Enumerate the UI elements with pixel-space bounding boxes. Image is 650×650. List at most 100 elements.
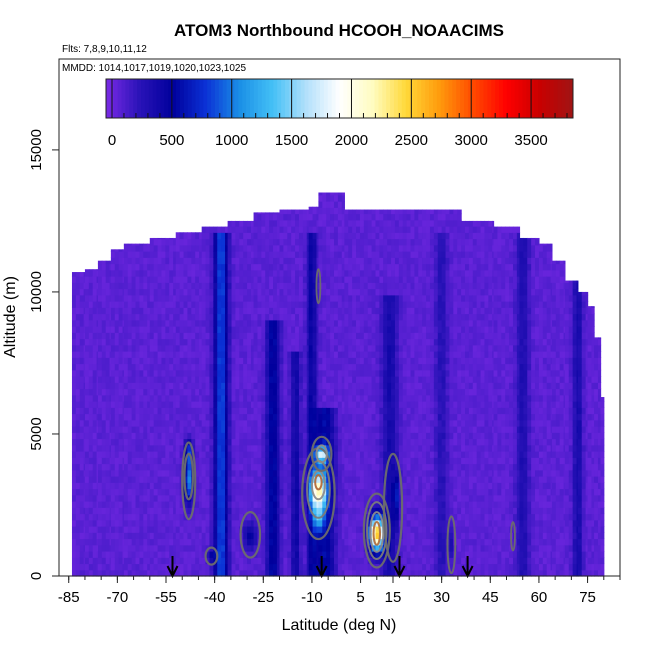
concentration-cell xyxy=(131,557,137,565)
concentration-cell xyxy=(318,369,323,377)
concentration-cell xyxy=(101,513,107,521)
concentration-cell xyxy=(209,557,214,565)
concentration-cell xyxy=(279,363,284,371)
concentration-cell xyxy=(175,501,181,508)
concentration-cell xyxy=(261,326,266,333)
concentration-cell xyxy=(279,438,284,446)
concentration-cell xyxy=(83,376,86,383)
concentration-cell xyxy=(110,263,116,271)
concentration-cell xyxy=(173,357,177,365)
concentration-cell xyxy=(250,494,255,502)
concentration-cell xyxy=(161,526,166,533)
concentration-cell xyxy=(333,438,339,446)
concentration-cell xyxy=(139,463,144,471)
concentration-cell xyxy=(316,451,320,458)
concentration-cell xyxy=(322,438,327,446)
concentration-cell xyxy=(122,319,125,327)
concentration-cell xyxy=(209,338,214,346)
concentration-cell xyxy=(122,301,125,308)
concentration-cell xyxy=(183,438,189,446)
concentration-cell xyxy=(295,382,300,390)
concentration-cell xyxy=(243,388,248,396)
concentration-cell xyxy=(101,344,107,352)
concentration-cell xyxy=(147,301,151,308)
concentration-cell xyxy=(273,526,278,533)
concentration-cell xyxy=(83,519,86,527)
concentration-cell xyxy=(306,301,310,308)
concentration-cell xyxy=(363,444,369,452)
concentration-cell xyxy=(312,344,318,352)
concentration-cell xyxy=(250,226,255,233)
concentration-cell xyxy=(114,463,120,471)
concentration-cell xyxy=(199,376,203,383)
concentration-cell xyxy=(344,276,349,283)
concentration-cell xyxy=(348,213,353,221)
concentration-cell xyxy=(239,463,244,471)
concentration-cell xyxy=(217,407,222,415)
concentration-cell xyxy=(127,426,133,433)
concentration-cell xyxy=(161,344,166,352)
concentration-cell xyxy=(279,209,284,215)
concentration-cell xyxy=(157,532,163,540)
concentration-cell xyxy=(213,269,218,277)
concentration-cell xyxy=(127,263,133,271)
concentration-cell xyxy=(149,357,155,365)
concentration-cell xyxy=(175,476,181,483)
concentration-cell xyxy=(173,538,177,546)
concentration-cell xyxy=(302,569,308,577)
concentration-cell xyxy=(84,463,90,471)
concentration-cell xyxy=(183,388,189,396)
concentration-cell xyxy=(326,451,331,458)
concentration-cell xyxy=(123,319,129,327)
concentration-cell xyxy=(239,269,244,277)
concentration-cell xyxy=(92,569,98,577)
concentration-cell xyxy=(201,388,207,396)
concentration-cell xyxy=(161,326,166,333)
concentration-cell xyxy=(157,563,163,571)
concentration-cell xyxy=(283,209,288,215)
concentration-cell xyxy=(88,319,94,327)
concentration-cell xyxy=(239,557,244,565)
concentration-cell xyxy=(147,351,151,358)
concentration-cell xyxy=(383,457,388,465)
concentration-cell xyxy=(191,263,196,271)
concentration-cell xyxy=(306,451,310,458)
concentration-cell xyxy=(326,207,331,215)
concentration-cell xyxy=(92,388,98,396)
concentration-cell xyxy=(326,251,331,258)
concentration-cell xyxy=(269,432,274,440)
concentration-cell xyxy=(326,444,331,452)
concentration-cell xyxy=(110,313,116,321)
concentration-cell xyxy=(367,232,373,240)
concentration-cell xyxy=(247,457,252,465)
concentration-cell xyxy=(131,344,137,352)
concentration-cell xyxy=(122,257,125,265)
concentration-cell xyxy=(143,319,148,327)
concentration-cell xyxy=(231,220,237,227)
concentration-cell xyxy=(367,444,373,452)
concentration-cell xyxy=(333,288,339,296)
concentration-cell xyxy=(356,307,361,315)
concentration-cell xyxy=(205,338,211,346)
concentration-cell xyxy=(83,301,86,308)
concentration-cell xyxy=(165,326,170,333)
concentration-cell xyxy=(371,213,377,221)
concentration-cell xyxy=(352,376,357,383)
concentration-cell xyxy=(161,251,166,258)
concentration-cell xyxy=(227,469,233,477)
concentration-cell xyxy=(318,357,323,365)
concentration-cell xyxy=(96,501,99,508)
concentration-cell xyxy=(114,357,120,365)
concentration-cell xyxy=(265,319,270,327)
concentration-cell xyxy=(139,482,144,490)
concentration-cell xyxy=(276,357,281,365)
concentration-cell xyxy=(276,294,281,302)
concentration-cell xyxy=(367,419,373,427)
concentration-cell xyxy=(183,532,189,540)
concentration-cell xyxy=(359,538,365,546)
concentration-cell xyxy=(131,507,137,515)
concentration-cell xyxy=(356,263,361,271)
concentration-cell xyxy=(143,351,148,358)
concentration-cell xyxy=(157,313,163,321)
concentration-cell xyxy=(109,388,112,396)
